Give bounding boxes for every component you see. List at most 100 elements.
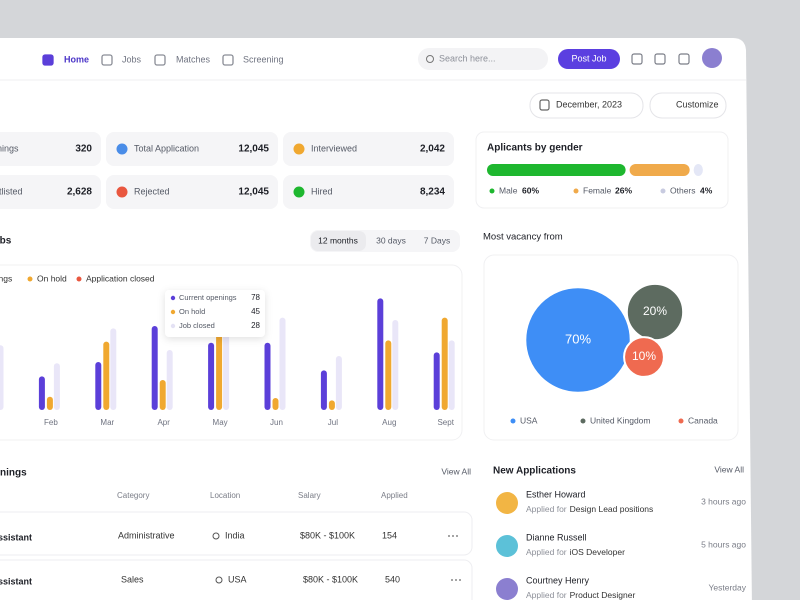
bar xyxy=(392,320,399,410)
bar xyxy=(385,340,392,410)
bubble xyxy=(623,336,665,378)
value-label: 26% xyxy=(615,185,632,195)
table-row xyxy=(0,511,473,556)
bar xyxy=(328,400,335,410)
range-tab[interactable]: 7 Days xyxy=(424,235,450,245)
legend-label: Canada xyxy=(688,415,718,425)
bar xyxy=(53,363,60,410)
applied-role: iOS Developer xyxy=(570,547,625,557)
legend-label: Application closed xyxy=(86,273,155,283)
applicant-detail: Applied for Product Designer xyxy=(526,590,635,600)
bar xyxy=(441,317,448,410)
legend-label: United Kingdom xyxy=(590,415,650,425)
x-tick-label: Aug xyxy=(382,418,396,427)
tooltip-dot xyxy=(170,323,176,329)
legend-dot xyxy=(489,188,495,194)
applied-prefix: Applied for xyxy=(526,590,567,600)
value-label: 60% xyxy=(522,185,539,195)
bar xyxy=(272,398,279,410)
date-button[interactable] xyxy=(529,92,644,119)
stat-value: 12,045 xyxy=(238,187,269,198)
cell: USA xyxy=(228,574,247,584)
gender-segment xyxy=(487,164,626,176)
nav-item[interactable]: Screening xyxy=(243,54,284,64)
view-all-link[interactable]: View All xyxy=(714,464,744,474)
pin-icon xyxy=(215,576,223,584)
nav-icon xyxy=(101,54,113,66)
nav-icon-button[interactable] xyxy=(631,53,643,65)
nav-icon xyxy=(42,54,54,66)
search-box[interactable] xyxy=(418,48,548,70)
post-job-button[interactable] xyxy=(558,49,620,69)
applied-role: Design Lead positions xyxy=(570,504,654,514)
cell: Assistant xyxy=(0,532,32,542)
view-all-link[interactable]: View All xyxy=(441,466,471,476)
bar xyxy=(377,298,384,410)
range-tab[interactable]: 12 months xyxy=(318,235,358,245)
post-job-label: Post Job xyxy=(571,53,606,63)
table-row xyxy=(0,559,473,600)
nav-item[interactable]: Matches xyxy=(176,54,211,64)
customize-button[interactable] xyxy=(649,92,727,119)
tooltip-dot xyxy=(170,295,176,301)
chart-title: Most vacancy from xyxy=(483,232,563,243)
cell: Assistant xyxy=(0,576,32,586)
x-tick-label: Sept xyxy=(437,418,454,427)
legend-label: Current openings xyxy=(0,273,12,283)
bar xyxy=(320,370,327,410)
more-dot xyxy=(448,535,450,537)
tooltip-dot xyxy=(170,309,176,315)
bar xyxy=(38,376,45,410)
legend-dot xyxy=(580,418,586,424)
calendar-icon xyxy=(539,99,550,111)
legend-label: Male xyxy=(499,185,518,195)
applied-time: 3 hours ago xyxy=(701,496,746,506)
bar xyxy=(216,332,223,410)
nav-icon-button[interactable] xyxy=(654,53,666,65)
tooltip xyxy=(165,290,265,337)
x-tick-label: Jun xyxy=(270,418,283,427)
range-tab-selected xyxy=(311,231,366,251)
bar xyxy=(433,352,440,410)
pin-icon xyxy=(212,532,220,540)
section-title: Jobs xyxy=(0,236,12,247)
stat-card xyxy=(0,175,101,209)
stat-icon xyxy=(293,186,305,198)
applicant-name: Courtney Henry xyxy=(526,575,590,585)
applied-prefix: Applied for xyxy=(526,504,567,514)
applied-time: Yesterday xyxy=(709,582,747,592)
cell: 154 xyxy=(382,530,397,540)
cell: 540 xyxy=(385,574,400,584)
applicant-avatar xyxy=(496,535,518,557)
nav-item[interactable]: Home xyxy=(64,54,89,64)
stat-icon xyxy=(116,186,128,198)
stat-value: 320 xyxy=(75,144,92,155)
applicant-detail: Applied for Design Lead positions xyxy=(526,504,653,514)
tooltip-label: On hold xyxy=(179,307,205,316)
bar xyxy=(159,380,166,410)
tooltip-value: 45 xyxy=(251,307,260,316)
stat-value: 2,042 xyxy=(420,144,445,155)
nav-item[interactable]: Jobs xyxy=(122,54,142,64)
bar xyxy=(95,362,102,410)
section-title: New Applications xyxy=(493,466,576,477)
cell: $80K - $100K xyxy=(300,530,355,540)
column-header: Category xyxy=(117,491,149,500)
stat-card xyxy=(106,175,278,209)
bar xyxy=(166,350,173,410)
range-tab[interactable]: 30 days xyxy=(376,235,406,245)
column-header: Applied xyxy=(381,491,408,500)
stat-label: Total Application xyxy=(134,143,199,153)
tooltip-value: 28 xyxy=(251,321,260,330)
x-tick-label: Apr xyxy=(157,418,170,427)
nav-icon-button[interactable] xyxy=(678,53,690,65)
column-header: Salary xyxy=(298,491,321,500)
applied-prefix: Applied for xyxy=(526,547,567,557)
stat-card xyxy=(283,132,454,166)
bar xyxy=(264,342,271,410)
more-dot xyxy=(451,579,453,581)
cell: India xyxy=(225,530,245,540)
more-dot xyxy=(452,535,454,537)
